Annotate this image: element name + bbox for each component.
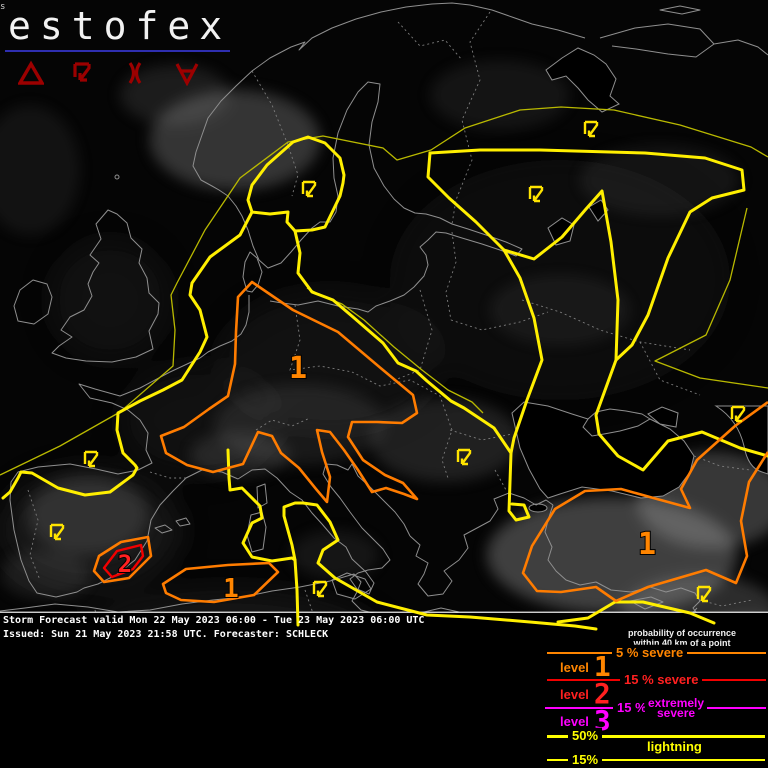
level1-contours <box>92 280 768 604</box>
lightning-50-contours <box>1 135 768 631</box>
coast-sicily <box>331 572 372 600</box>
white-sea <box>545 47 620 113</box>
legend-level1: level 1 <box>560 650 611 683</box>
region-level-label: 1 <box>223 574 239 604</box>
sea-of-azov <box>647 406 679 428</box>
legend-label-15pct-severe: 15 % severe <box>620 671 703 687</box>
estofex-logo: estofex <box>8 4 232 48</box>
coast-faroe <box>114 174 120 180</box>
level2-contour <box>102 543 145 579</box>
coast-great-britain <box>51 209 160 363</box>
coast-balearics <box>154 517 191 534</box>
contour-sweden-loop <box>246 135 346 233</box>
region-level-label: 1 <box>638 527 656 562</box>
coast-baltic <box>192 81 523 313</box>
coast-italy-adriatic <box>237 463 411 595</box>
coast-crimea <box>587 408 651 420</box>
level1-north-africa <box>161 561 280 604</box>
level-labels: 1 1 1 2 <box>117 350 657 605</box>
hail-forall-icon <box>175 63 199 86</box>
contour-west-boundary <box>1 210 254 500</box>
level2-spain <box>102 543 145 579</box>
hail-triangle-icon <box>18 60 44 85</box>
region-level-label: 1 <box>289 351 307 386</box>
legend-heading-2: within 40 km of a point <box>633 638 731 648</box>
legend-label-extremely-severe: extremely severe <box>645 697 708 719</box>
level1-central-europe <box>159 280 419 504</box>
legend-label-50pct: 50% <box>568 727 603 743</box>
legend-label-5pct-severe: 5 % severe <box>612 644 688 660</box>
forecast-valid-text: Storm Forecast valid Mon 22 May 2023 06:… <box>3 615 425 626</box>
contour-russia-t-shape <box>428 148 768 472</box>
legend-line-15pct-lightning <box>547 759 765 761</box>
contour-cyprus <box>556 600 716 625</box>
region-level-label: 2 <box>118 550 132 578</box>
corner-char: s <box>0 2 6 12</box>
contour-carpathian-blacksea <box>293 229 531 522</box>
contour-ukraine-leg <box>502 248 544 455</box>
lightning-arrow-icon <box>73 62 91 82</box>
sea-of-marmara <box>528 503 548 513</box>
coast-france-iberia <box>9 357 239 598</box>
footer-bar <box>0 613 768 768</box>
tornado-funnel-icon <box>128 62 142 84</box>
level1-turkey <box>521 400 768 603</box>
coast-corsica <box>256 483 268 509</box>
legend-label-lightning: lightning <box>643 738 706 754</box>
contour-sicily-channel <box>293 558 300 627</box>
forecast-issued-text: Issued: Sun 21 May 2023 21:58 UTC. Forec… <box>3 629 329 640</box>
black-sea <box>511 401 695 499</box>
logo-symbols <box>18 60 238 86</box>
legend-line-50pct <box>547 735 765 738</box>
coast-cyprus <box>629 596 664 610</box>
contour-baltic-leg <box>426 151 620 362</box>
coast-ireland <box>13 279 53 325</box>
legend-level3: level 3 <box>560 704 611 737</box>
contour-tyrrhenian <box>226 448 598 631</box>
footer-divider-line <box>0 611 768 613</box>
cloud-layer <box>0 60 768 705</box>
coast-greece <box>409 492 554 597</box>
coast-norway <box>195 2 586 153</box>
legend-label-15pct-lightning: 15% <box>568 751 603 767</box>
coast-turkey <box>544 504 703 623</box>
country-borders <box>27 11 753 651</box>
legend-level2: level 2 <box>560 677 611 710</box>
logo-underline <box>5 50 230 52</box>
level1-spain <box>92 535 153 584</box>
legend-label-15pct: 15 % <box>613 699 651 715</box>
coast-arctic-russia <box>599 5 768 58</box>
legend-heading-1: probability of occurrence <box>627 628 737 638</box>
